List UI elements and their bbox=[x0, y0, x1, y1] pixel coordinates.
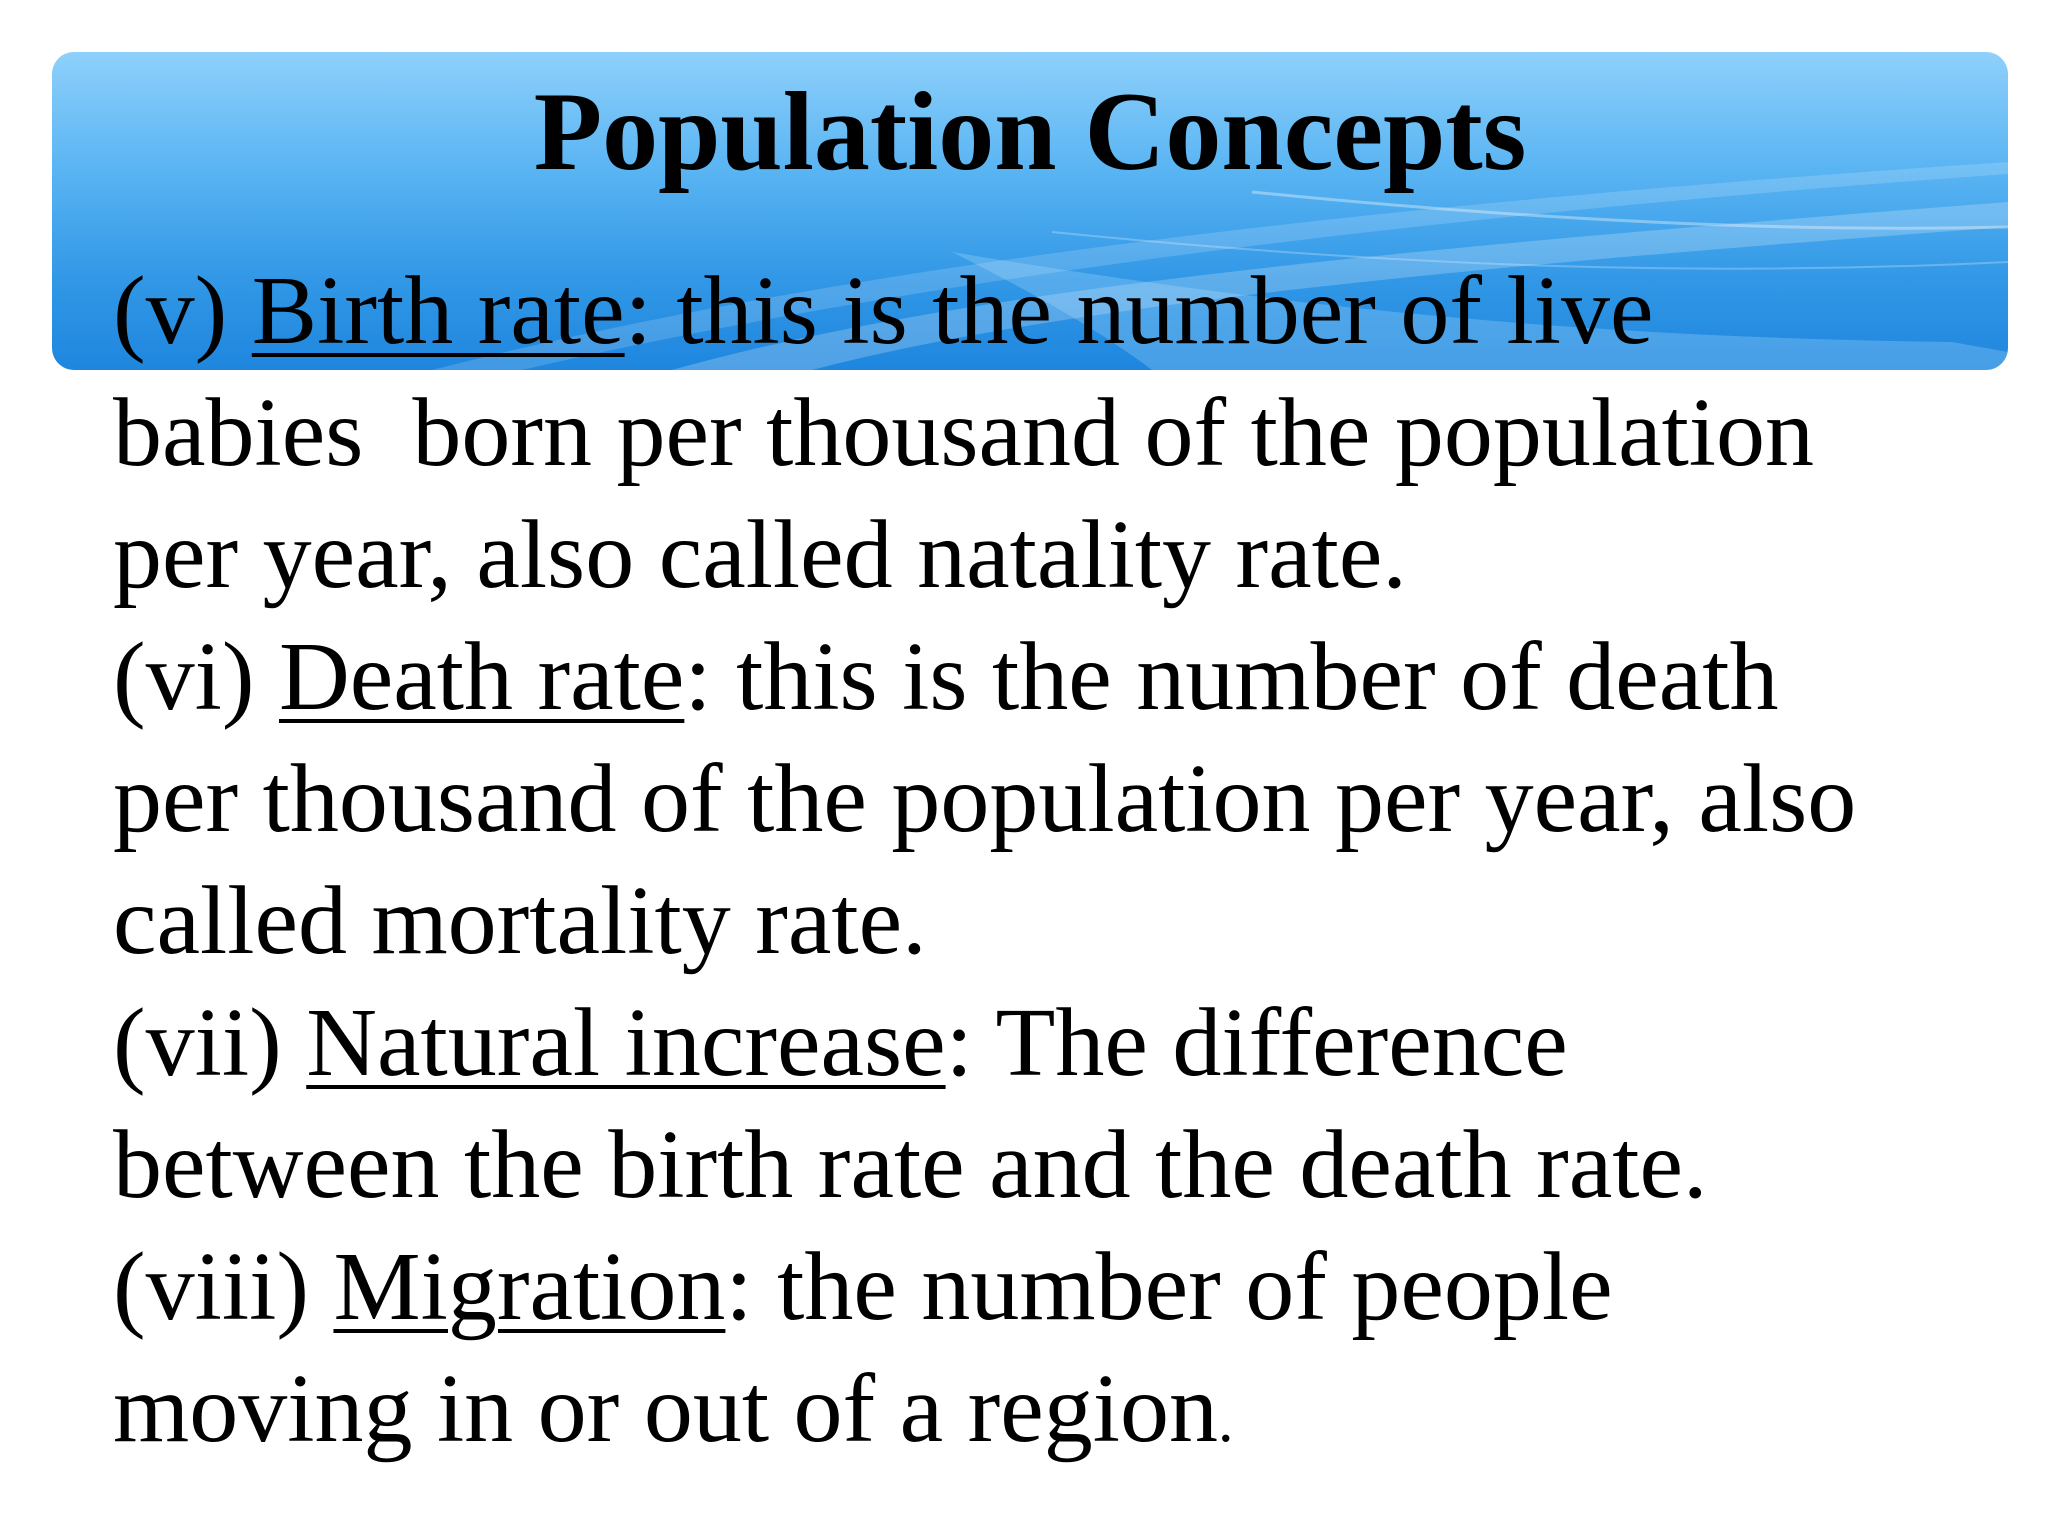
term-death-rate: Death rate bbox=[279, 623, 685, 731]
item-death-rate-line-3: called mortality rate. bbox=[113, 867, 927, 975]
item-natural-increase-line-1: (vii) Natural increase: The difference bbox=[113, 982, 2013, 1104]
item-number: (vii) bbox=[113, 989, 282, 1097]
item-text: : The difference bbox=[945, 989, 1568, 1097]
item-birth-rate-line-2: babies born per thousand of the populati… bbox=[113, 379, 1815, 487]
term-birth-rate: Birth rate bbox=[251, 257, 625, 365]
term-migration: Migration bbox=[333, 1233, 726, 1341]
item-death-rate-line-2: per thousand of the population per year,… bbox=[113, 745, 1857, 853]
final-period: . bbox=[1218, 1387, 1234, 1455]
slide-title: Population Concepts bbox=[533, 70, 1527, 194]
item-text: : this is the number of death bbox=[684, 623, 1779, 731]
banner-swoosh-decoration bbox=[432, 162, 2008, 370]
item-number: (viii) bbox=[113, 1233, 309, 1341]
item-number: (v) bbox=[113, 257, 228, 365]
item-migration-line-1: (viii) Migration: the number of people bbox=[113, 1226, 2013, 1348]
item-death-rate-line-1: (vi) Death rate: this is the number of d… bbox=[113, 616, 2013, 738]
item-text: : this is the number of live bbox=[624, 257, 1654, 365]
term-natural-increase: Natural increase bbox=[306, 989, 946, 1097]
item-text: moving in or out of a region bbox=[113, 1355, 1219, 1463]
item-birth-rate-line-3: per year, also called natality rate. bbox=[113, 501, 1407, 609]
item-birth-rate-line-1: (v) Birth rate: this is the number of li… bbox=[113, 250, 2013, 372]
item-text: : the number of people bbox=[725, 1233, 1613, 1341]
title-banner bbox=[52, 52, 2008, 370]
item-migration-line-2: moving in or out of a region. bbox=[113, 1348, 2013, 1470]
item-natural-increase-line-2: between the birth rate and the death rat… bbox=[113, 1111, 1708, 1219]
item-number: (vi) bbox=[113, 623, 255, 731]
slide-body: (v) Birth rate: this is the number of li… bbox=[113, 250, 2013, 1470]
